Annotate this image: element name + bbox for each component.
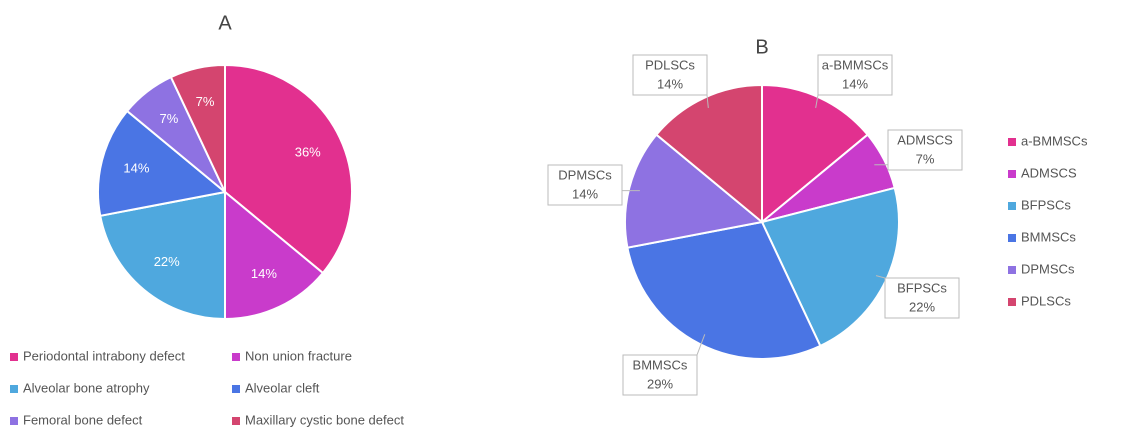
callout-name: ADMSCS bbox=[897, 132, 953, 147]
callout-name: DPMSCs bbox=[558, 167, 612, 182]
legend-label: PDLSCs bbox=[1021, 293, 1071, 308]
callout-box bbox=[632, 54, 708, 96]
callout-box bbox=[622, 354, 698, 396]
pie-slice bbox=[224, 63, 353, 275]
legend-swatch bbox=[1008, 202, 1016, 210]
legend-label: DPMSCs bbox=[1021, 261, 1075, 276]
callout-box bbox=[887, 129, 963, 171]
legend-label: ADMSCS bbox=[1021, 165, 1077, 180]
legend-swatch bbox=[1008, 234, 1016, 242]
pie-slice bbox=[99, 190, 226, 321]
callout-box bbox=[817, 54, 893, 96]
legend-label: a-BMMSCs bbox=[1021, 133, 1088, 148]
pie-slice bbox=[624, 133, 765, 249]
data-label: 7% bbox=[916, 151, 935, 166]
legend-swatch bbox=[232, 385, 240, 393]
callout-name: PDLSCs bbox=[645, 57, 695, 72]
callout-box bbox=[884, 277, 960, 319]
legend-swatch bbox=[1008, 298, 1016, 306]
legend-swatch bbox=[10, 353, 18, 361]
chart-title: A bbox=[218, 12, 232, 34]
data-label: 14% bbox=[251, 266, 277, 281]
data-label: 14% bbox=[572, 186, 598, 201]
legend-label: BMMSCs bbox=[1021, 229, 1076, 244]
legend-label: Non union fracture bbox=[245, 348, 352, 363]
callout-box bbox=[547, 164, 623, 206]
legend-swatch bbox=[10, 417, 18, 425]
data-label: 14% bbox=[123, 161, 149, 176]
callout-line bbox=[815, 94, 819, 109]
callout-name: BMMSCs bbox=[633, 357, 688, 372]
legend-label: BFPSCs bbox=[1021, 197, 1071, 212]
pie-slice bbox=[169, 63, 226, 193]
data-label: 29% bbox=[647, 376, 673, 391]
legend-label: Maxillary cystic bone defect bbox=[245, 412, 404, 427]
legend-swatch bbox=[10, 385, 18, 393]
legend-swatch bbox=[232, 353, 240, 361]
legend-label: Femoral bone defect bbox=[23, 412, 143, 427]
data-label: 7% bbox=[196, 94, 215, 109]
data-label: 14% bbox=[842, 76, 868, 91]
data-label: 7% bbox=[160, 111, 179, 126]
legend-label: Alveolar bone atrophy bbox=[23, 380, 150, 395]
legend-swatch bbox=[232, 417, 240, 425]
callout-line bbox=[875, 275, 886, 279]
callout-name: a-BMMSCs bbox=[822, 57, 889, 72]
legend-label: Periodontal intrabony defect bbox=[23, 348, 185, 363]
pie-slice bbox=[626, 220, 822, 360]
legend-swatch bbox=[1008, 170, 1016, 178]
data-label: 14% bbox=[657, 76, 683, 91]
pie-slice bbox=[761, 83, 869, 225]
callout-line bbox=[696, 334, 706, 356]
chart-title: B bbox=[755, 36, 768, 58]
pie-slice bbox=[97, 109, 228, 217]
pie-slice bbox=[224, 189, 325, 321]
legend-label: Alveolar cleft bbox=[245, 380, 320, 395]
legend-swatch bbox=[1008, 138, 1016, 146]
callout-line bbox=[706, 94, 709, 109]
data-label: 36% bbox=[295, 145, 321, 160]
data-label: 22% bbox=[909, 299, 935, 314]
legend-swatch bbox=[1008, 266, 1016, 274]
data-label: 22% bbox=[154, 254, 180, 269]
pie-slice bbox=[655, 83, 763, 225]
callout-name: BFPSCs bbox=[897, 280, 947, 295]
